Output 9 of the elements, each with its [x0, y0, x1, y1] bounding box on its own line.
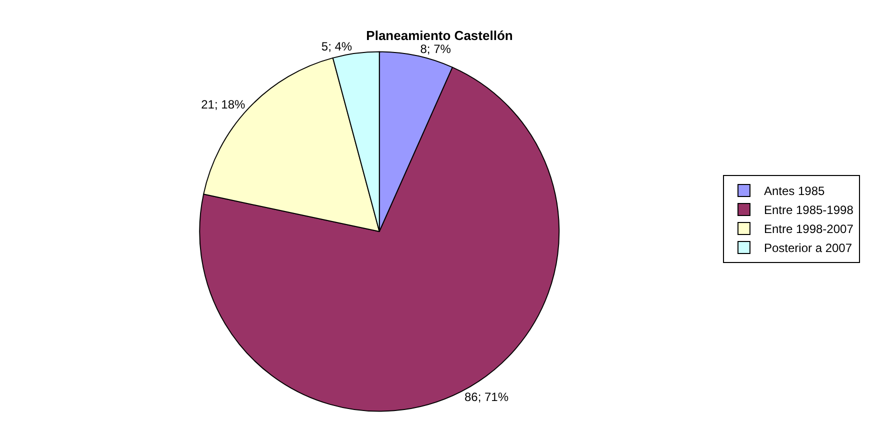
- legend-label: Entre 1998-2007: [764, 222, 854, 236]
- legend-label: Entre 1985-1998: [764, 203, 854, 218]
- data-label: 5; 4%: [321, 39, 352, 54]
- data-label: 86; 71%: [464, 390, 509, 404]
- data-label: 8; 7%: [420, 42, 452, 56]
- legend-label: Antes 1985: [764, 184, 826, 198]
- data-label: 21; 18%: [201, 98, 246, 112]
- legend-label: Posterior a 2007: [764, 241, 852, 256]
- chart-title: Planeamiento Castellón: [366, 28, 513, 43]
